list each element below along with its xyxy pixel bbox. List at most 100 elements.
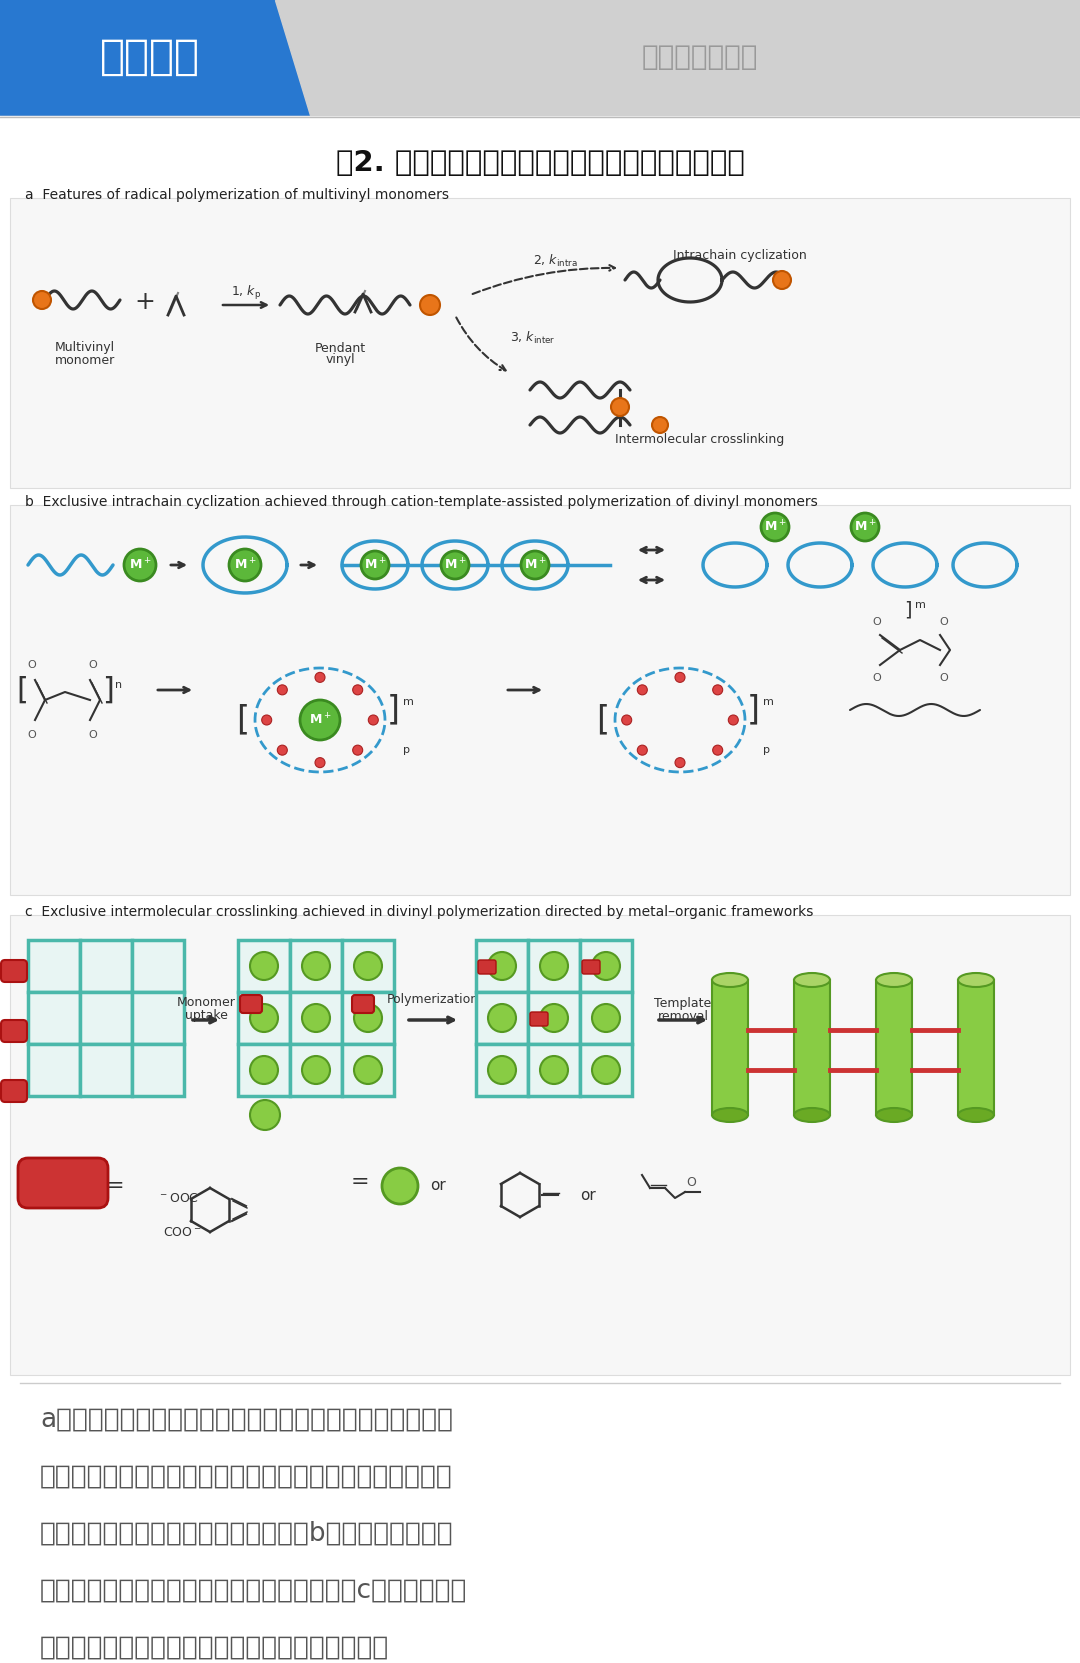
Text: M$^+$: M$^+$	[764, 519, 786, 534]
Text: O: O	[873, 674, 881, 683]
Bar	[342, 993, 394, 1044]
Circle shape	[354, 1056, 382, 1084]
Text: O: O	[89, 730, 97, 740]
Text: [: [	[16, 675, 28, 705]
Circle shape	[249, 951, 278, 980]
FancyBboxPatch shape	[1, 1079, 27, 1103]
Ellipse shape	[876, 973, 912, 988]
Circle shape	[488, 951, 516, 980]
Circle shape	[353, 745, 363, 755]
Text: M$^+$: M$^+$	[309, 712, 332, 728]
Text: $^-$OOC: $^-$OOC	[158, 1191, 199, 1204]
Circle shape	[488, 1056, 516, 1084]
Text: 1, $k_\mathrm{p}$: 1, $k_\mathrm{p}$	[231, 284, 261, 303]
Bar	[580, 993, 632, 1044]
Text: or: or	[430, 1179, 446, 1194]
Text: Pendant: Pendant	[314, 341, 365, 354]
Text: c  Exclusive intermolecular crosslinking achieved in divinyl polymerization dire: c Exclusive intermolecular crosslinking …	[25, 905, 813, 920]
Text: =: =	[351, 1172, 369, 1192]
Text: Multivinyl: Multivinyl	[55, 341, 116, 354]
Circle shape	[540, 1056, 568, 1084]
Circle shape	[521, 550, 549, 579]
Text: monomer: monomer	[55, 354, 116, 366]
Circle shape	[611, 397, 629, 416]
Bar	[291, 993, 342, 1044]
Circle shape	[637, 745, 647, 755]
Text: M$^+$: M$^+$	[524, 557, 546, 572]
Text: Polymerization: Polymerization	[387, 993, 480, 1006]
Text: 子模板实现聚合反应中只有分子内环化反应，c）借助金属有: 子模板实现聚合反应中只有分子内环化反应，c）借助金属有	[40, 1578, 468, 1605]
Text: 3, $k_\mathrm{inter}$: 3, $k_\mathrm{inter}$	[510, 329, 555, 346]
Bar	[80, 993, 132, 1044]
Circle shape	[713, 745, 723, 755]
Circle shape	[592, 1056, 620, 1084]
Bar	[476, 993, 528, 1044]
Circle shape	[261, 715, 272, 725]
Text: O: O	[940, 674, 948, 683]
FancyBboxPatch shape	[530, 1013, 548, 1026]
Bar	[528, 1044, 580, 1096]
Text: 联两种相互竞争的反应，并最终决定了其拓扑。所以合成的: 联两种相互竞争的反应，并最终决定了其拓扑。所以合成的	[40, 1463, 453, 1490]
Circle shape	[361, 550, 389, 579]
Text: O: O	[873, 617, 881, 627]
Circle shape	[315, 672, 325, 682]
Polygon shape	[275, 0, 1080, 115]
Bar	[876, 980, 912, 1114]
Circle shape	[278, 685, 287, 695]
Circle shape	[540, 951, 568, 980]
Ellipse shape	[794, 973, 831, 988]
Bar	[794, 980, 831, 1114]
Bar	[528, 993, 580, 1044]
Text: M$^+$: M$^+$	[364, 557, 387, 572]
Polygon shape	[0, 0, 1080, 115]
Circle shape	[33, 291, 51, 309]
Bar	[238, 1044, 291, 1096]
Circle shape	[382, 1167, 418, 1204]
Text: n: n	[114, 680, 122, 690]
Bar	[580, 940, 632, 993]
Bar	[10, 915, 1070, 1375]
Circle shape	[728, 715, 739, 725]
FancyBboxPatch shape	[1, 1019, 27, 1043]
Text: 高分子科学前沿: 高分子科学前沿	[642, 43, 758, 72]
FancyBboxPatch shape	[582, 960, 600, 975]
Text: removal: removal	[658, 1009, 708, 1023]
Text: m: m	[915, 600, 926, 610]
Circle shape	[302, 951, 330, 980]
Bar	[132, 1044, 184, 1096]
Bar	[28, 1044, 80, 1096]
Circle shape	[278, 745, 287, 755]
Bar	[132, 993, 184, 1044]
Ellipse shape	[958, 1108, 994, 1123]
Circle shape	[353, 685, 363, 695]
Circle shape	[761, 512, 789, 540]
Text: M$^+$: M$^+$	[233, 557, 256, 572]
Text: [: [	[596, 703, 609, 737]
Bar	[476, 1044, 528, 1096]
Circle shape	[652, 417, 669, 432]
Bar	[28, 940, 80, 993]
Bar	[28, 993, 80, 1044]
Text: [: [	[237, 703, 249, 737]
FancyBboxPatch shape	[478, 960, 496, 975]
Text: vinyl: vinyl	[325, 354, 355, 366]
Bar	[580, 1044, 632, 1096]
Bar	[10, 506, 1070, 895]
Ellipse shape	[794, 1108, 831, 1123]
Bar	[238, 940, 291, 993]
Text: ]: ]	[746, 693, 759, 727]
Circle shape	[302, 1056, 330, 1084]
Text: a  Features of radical polymerization of multivinyl monomers: a Features of radical polymerization of …	[25, 188, 449, 201]
Text: 关键在于控制这两种反应出现的概率。b）通过借助金属离: 关键在于控制这两种反应出现的概率。b）通过借助金属离	[40, 1522, 454, 1547]
Bar	[80, 940, 132, 993]
Text: b  Exclusive intrachain cyclization achieved through cation-template-assisted po: b Exclusive intrachain cyclization achie…	[25, 496, 818, 509]
Bar	[80, 1044, 132, 1096]
Text: 机骨架实现实现聚合反应中只有分子间交联反应。: 机骨架实现实现聚合反应中只有分子间交联反应。	[40, 1635, 389, 1661]
Circle shape	[713, 685, 723, 695]
Bar	[238, 993, 291, 1044]
Text: Monomer: Monomer	[176, 996, 235, 1009]
Circle shape	[675, 758, 685, 768]
Bar	[958, 980, 994, 1114]
Circle shape	[249, 1099, 280, 1129]
Text: O: O	[89, 660, 97, 670]
